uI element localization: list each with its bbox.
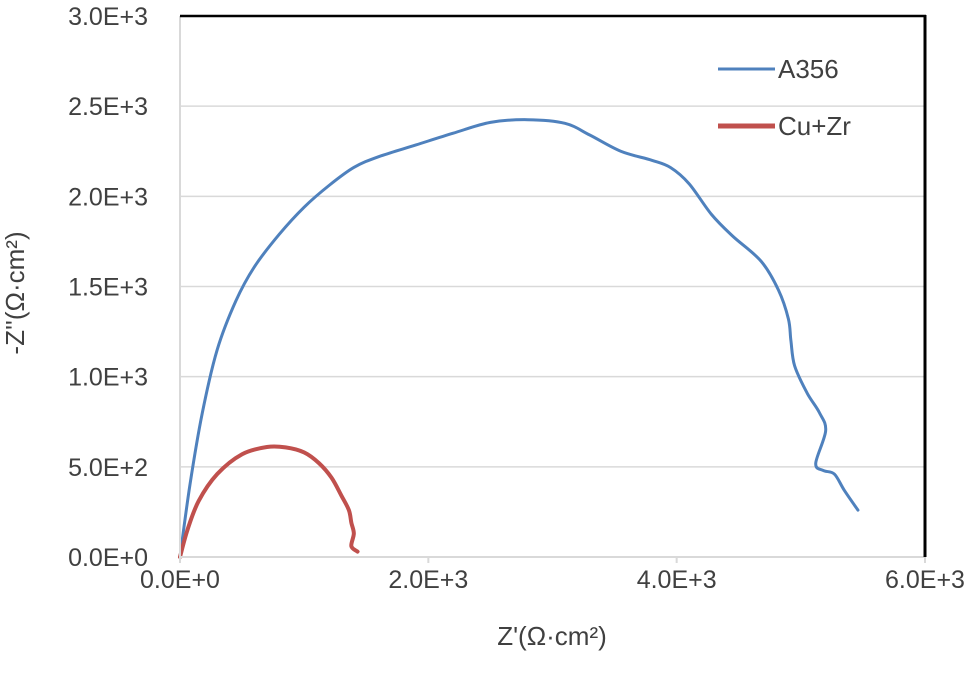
legend-label-0: A356 bbox=[778, 54, 839, 84]
y-axis-title: -Z''(Ω·cm²) bbox=[0, 231, 30, 354]
series-line-a356 bbox=[178, 118, 860, 559]
x-axis-title: Z'(Ω·cm²) bbox=[497, 621, 607, 651]
x-tick-labels: 0.0E+0 2.0E+3 4.0E+3 6.0E+3 bbox=[140, 557, 965, 594]
x-tick-label-0: 0.0E+0 bbox=[140, 566, 220, 594]
y-tick-label-2: 1.0E+3 bbox=[68, 364, 148, 392]
y-tick-labels: 0.0E+0 5.0E+2 1.0E+3 1.5E+3 2.0E+3 2.5E+3 3.0E… bbox=[68, 3, 148, 572]
gridlines bbox=[180, 105, 925, 468]
x-tick-label-2: 4.0E+3 bbox=[637, 566, 717, 594]
series-line-cu-zr bbox=[178, 444, 360, 559]
y-tick-label-1: 5.0E+2 bbox=[68, 454, 148, 482]
legend-label-1: Cu+Zr bbox=[778, 111, 851, 141]
y-tick-label-4: 2.0E+3 bbox=[68, 183, 148, 211]
y-tick-label-6: 3.0E+3 bbox=[68, 3, 148, 31]
axes bbox=[179, 14, 927, 558]
series-lines bbox=[178, 118, 860, 559]
y-tick-label-5: 2.5E+3 bbox=[68, 93, 148, 121]
x-tick-label-3: 6.0E+3 bbox=[885, 566, 965, 594]
y-tick-label-3: 1.5E+3 bbox=[68, 274, 148, 302]
x-tick-label-1: 2.0E+3 bbox=[388, 566, 468, 594]
y-tick-label-0: 0.0E+0 bbox=[68, 544, 148, 572]
legend: A356 Cu+Zr bbox=[718, 54, 851, 141]
